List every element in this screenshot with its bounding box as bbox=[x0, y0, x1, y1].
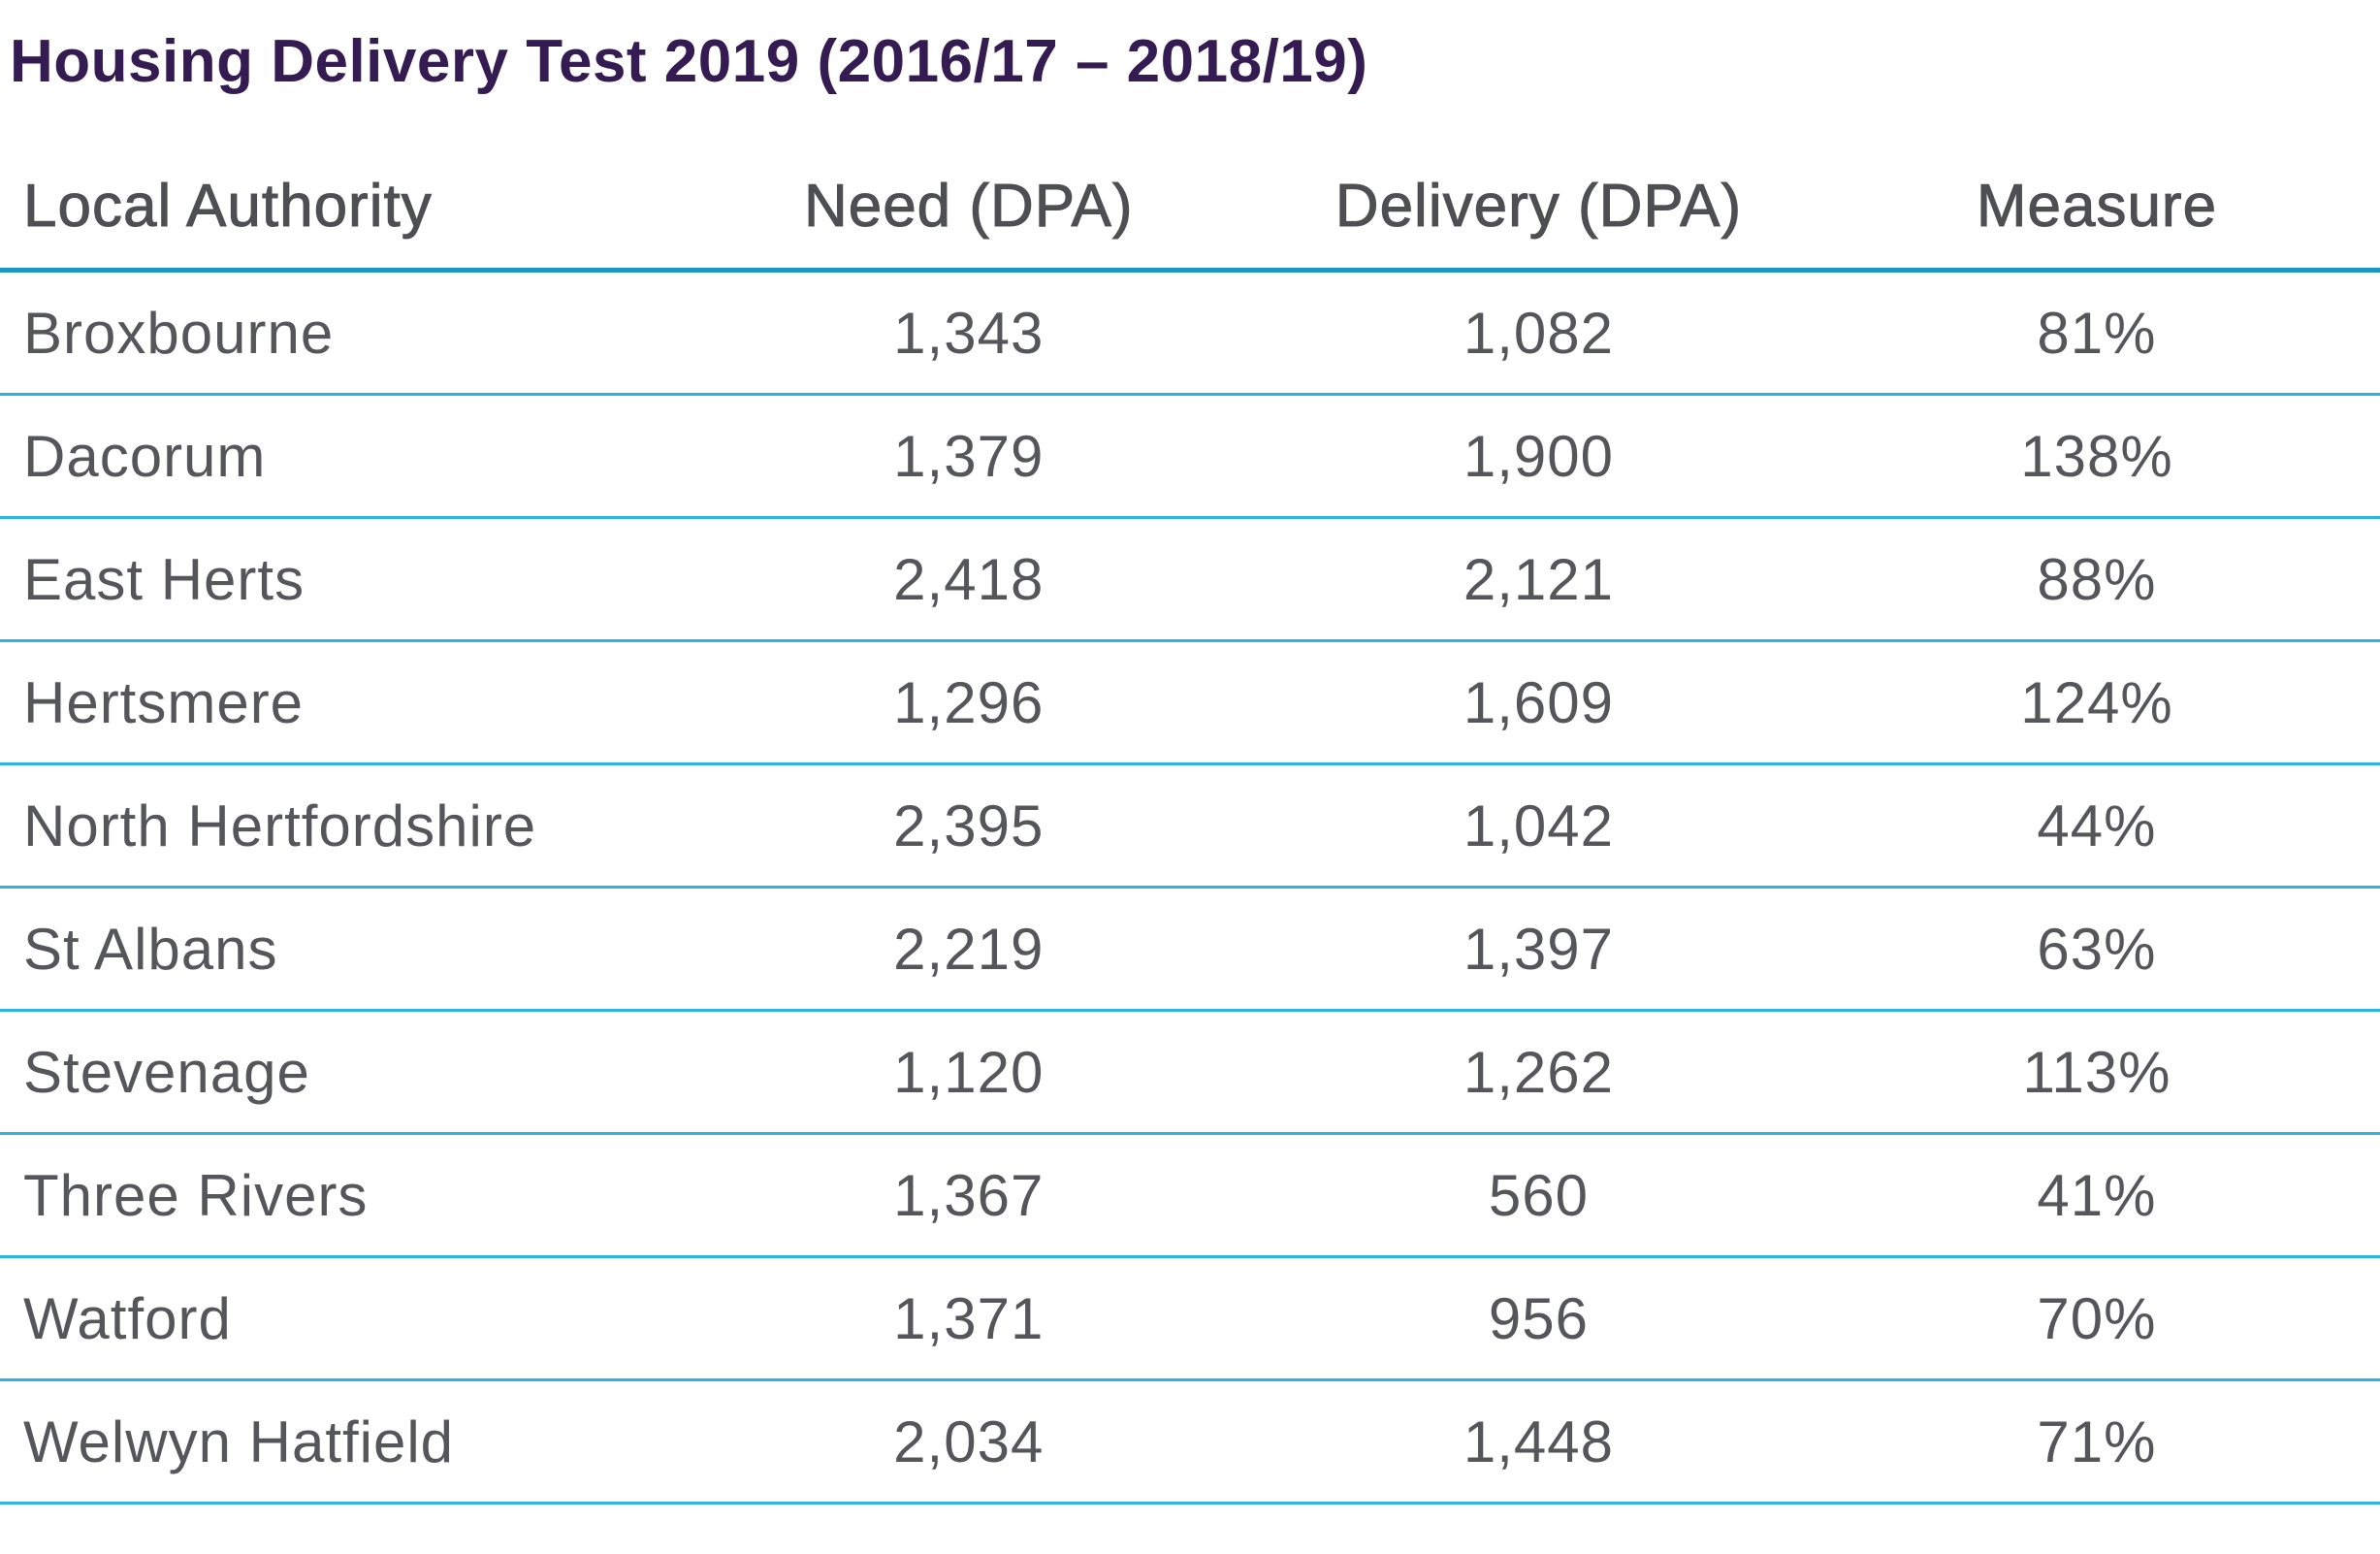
cell-measure: 41% bbox=[1813, 1135, 2380, 1258]
cell-delivery-dpa: 956 bbox=[1264, 1258, 1814, 1381]
table-row: Stevenage 1,120 1,262 113% bbox=[0, 1012, 2380, 1135]
cell-measure: 81% bbox=[1813, 273, 2380, 396]
cell-local-authority: Broxbourne bbox=[0, 273, 674, 396]
column-header-measure: Measure bbox=[1813, 144, 2380, 273]
table-row: Broxbourne 1,343 1,082 81% bbox=[0, 273, 2380, 396]
table-row: Watford 1,371 956 70% bbox=[0, 1258, 2380, 1381]
cell-need-dpa: 2,034 bbox=[673, 1381, 1265, 1505]
housing-delivery-table: Local Authority Need (DPA) Delivery (DPA… bbox=[0, 144, 2380, 1505]
cell-need-dpa: 1,120 bbox=[673, 1012, 1265, 1135]
cell-need-dpa: 1,296 bbox=[673, 642, 1265, 765]
cell-delivery-dpa: 1,262 bbox=[1264, 1012, 1814, 1135]
table-row: Three Rivers 1,367 560 41% bbox=[0, 1135, 2380, 1258]
cell-measure: 71% bbox=[1813, 1381, 2380, 1505]
table-header-row: Local Authority Need (DPA) Delivery (DPA… bbox=[0, 144, 2380, 273]
cell-measure: 44% bbox=[1813, 765, 2380, 889]
housing-delivery-test-page: Housing Delivery Test 2019 (2016/17 – 20… bbox=[0, 29, 2380, 1554]
cell-delivery-dpa: 1,397 bbox=[1264, 889, 1814, 1012]
cell-local-authority: Three Rivers bbox=[0, 1135, 674, 1258]
cell-need-dpa: 2,395 bbox=[673, 765, 1265, 889]
cell-measure: 63% bbox=[1813, 889, 2380, 1012]
table-row: Hertsmere 1,296 1,609 124% bbox=[0, 642, 2380, 765]
page-title: Housing Delivery Test 2019 (2016/17 – 20… bbox=[10, 28, 1368, 95]
column-header-local-authority: Local Authority bbox=[0, 144, 674, 273]
column-header-delivery-dpa: Delivery (DPA) bbox=[1264, 144, 1814, 273]
table-row: North Hertfordshire 2,395 1,042 44% bbox=[0, 765, 2380, 889]
cell-local-authority: Stevenage bbox=[0, 1012, 674, 1135]
cell-delivery-dpa: 1,900 bbox=[1264, 396, 1814, 519]
cell-need-dpa: 1,343 bbox=[673, 273, 1265, 396]
column-header-need-dpa: Need (DPA) bbox=[673, 144, 1265, 273]
cell-delivery-dpa: 1,082 bbox=[1264, 273, 1814, 396]
cell-local-authority: East Herts bbox=[0, 519, 674, 642]
table-row: Dacorum 1,379 1,900 138% bbox=[0, 396, 2380, 519]
cell-delivery-dpa: 1,448 bbox=[1264, 1381, 1814, 1505]
cell-delivery-dpa: 2,121 bbox=[1264, 519, 1814, 642]
cell-local-authority: Welwyn Hatfield bbox=[0, 1381, 674, 1505]
cell-need-dpa: 1,371 bbox=[673, 1258, 1265, 1381]
table-row: Welwyn Hatfield 2,034 1,448 71% bbox=[0, 1381, 2380, 1505]
cell-local-authority: St Albans bbox=[0, 889, 674, 1012]
cell-measure: 113% bbox=[1813, 1012, 2380, 1135]
cell-measure: 124% bbox=[1813, 642, 2380, 765]
cell-measure: 138% bbox=[1813, 396, 2380, 519]
cell-local-authority: North Hertfordshire bbox=[0, 765, 674, 889]
cell-need-dpa: 2,219 bbox=[673, 889, 1265, 1012]
cell-delivery-dpa: 560 bbox=[1264, 1135, 1814, 1258]
cell-local-authority: Hertsmere bbox=[0, 642, 674, 765]
table-row: East Herts 2,418 2,121 88% bbox=[0, 519, 2380, 642]
cell-local-authority: Dacorum bbox=[0, 396, 674, 519]
cell-delivery-dpa: 1,609 bbox=[1264, 642, 1814, 765]
cell-need-dpa: 1,379 bbox=[673, 396, 1265, 519]
cell-need-dpa: 2,418 bbox=[673, 519, 1265, 642]
cell-delivery-dpa: 1,042 bbox=[1264, 765, 1814, 889]
cell-need-dpa: 1,367 bbox=[673, 1135, 1265, 1258]
cell-measure: 88% bbox=[1813, 519, 2380, 642]
cell-local-authority: Watford bbox=[0, 1258, 674, 1381]
cell-measure: 70% bbox=[1813, 1258, 2380, 1381]
table-row: St Albans 2,219 1,397 63% bbox=[0, 889, 2380, 1012]
